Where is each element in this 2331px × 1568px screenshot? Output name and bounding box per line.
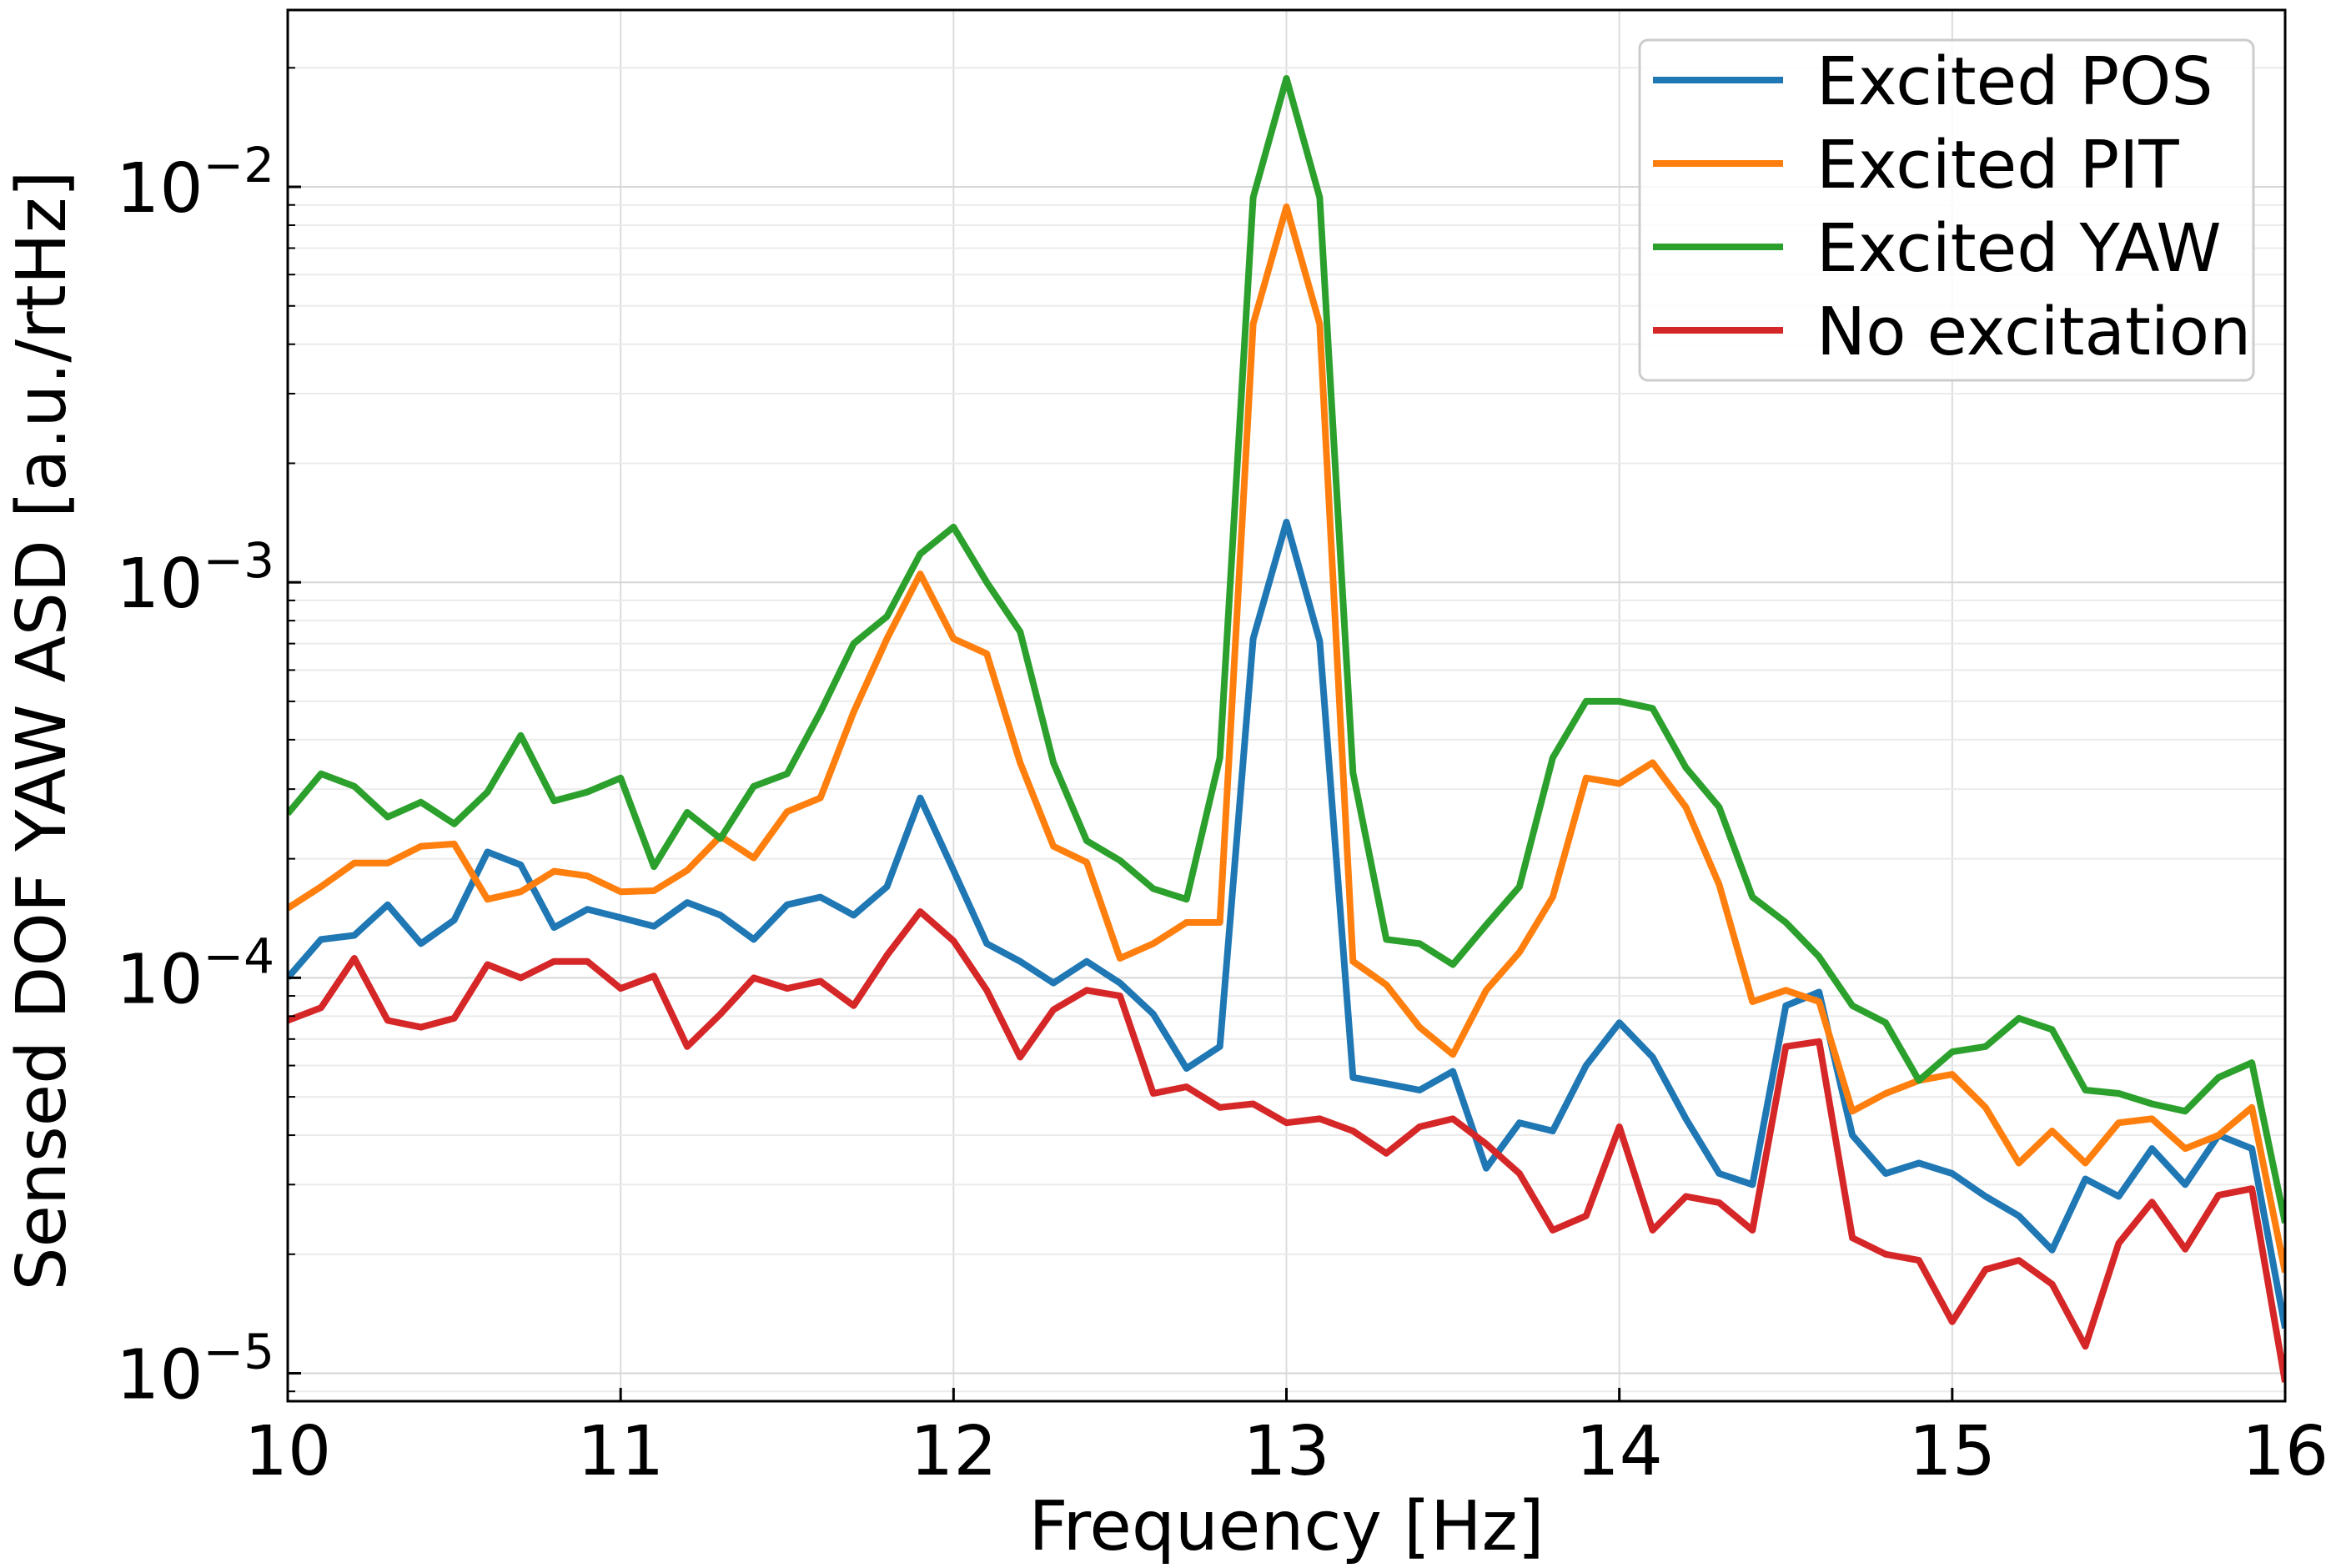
legend-label: Excited PIT <box>1816 127 2179 204</box>
x-tick-label: 16 <box>2242 1412 2328 1491</box>
y-tick-exponent: −2 <box>203 137 275 193</box>
y-tick-exponent: −3 <box>203 532 275 589</box>
y-tick-exponent: −5 <box>203 1324 275 1380</box>
x-tick-label: 10 <box>244 1412 331 1491</box>
y-tick-label: 10−4 <box>116 927 274 1019</box>
axis-labels: Frequency [Hz] Sensed DOF YAW ASD [a.u./… <box>3 170 1545 1566</box>
legend-box <box>1638 38 2255 382</box>
legend-label: No excitation <box>1816 294 2251 370</box>
x-axis-label: Frequency [Hz] <box>1028 1487 1544 1565</box>
x-tick-label: 15 <box>1909 1412 1996 1491</box>
series-line-excited-yaw <box>288 75 2285 1224</box>
y-tick-base: 10 <box>116 545 203 624</box>
y-tick-label: 10−3 <box>116 532 274 624</box>
x-tick-label: 13 <box>1243 1412 1329 1491</box>
y-tick-label: 10−5 <box>116 1324 274 1415</box>
y-axis-label: Sensed DOF YAW ASD [a.u./rtHz] <box>3 170 82 1290</box>
y-tick-base: 10 <box>116 940 203 1019</box>
series-line-excited-pos <box>288 519 2285 1329</box>
series-lines <box>288 75 2285 1383</box>
x-tick-label: 12 <box>910 1412 997 1491</box>
legend-label: Excited YAW <box>1816 210 2221 287</box>
series-line-no-excitation <box>288 908 2285 1383</box>
series-line-excited-pit <box>288 204 2285 1274</box>
y-tick-base: 10 <box>116 1336 203 1415</box>
x-tick-label: 14 <box>1575 1412 1662 1491</box>
y-tick-label: 10−2 <box>116 137 274 229</box>
y-tick-exponent: −4 <box>203 927 275 984</box>
x-tick-label: 11 <box>577 1412 664 1491</box>
y-tick-base: 10 <box>116 149 203 229</box>
legend-label: Excited POS <box>1816 43 2213 120</box>
